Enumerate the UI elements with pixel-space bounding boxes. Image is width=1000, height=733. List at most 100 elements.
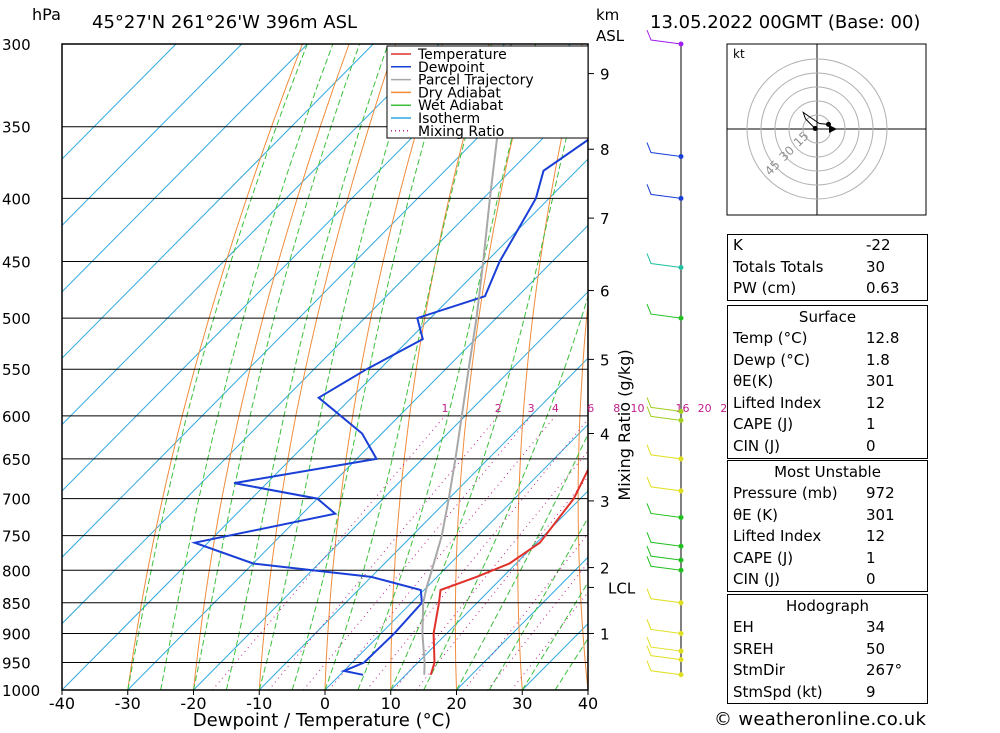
x-tick-label: 30 (512, 694, 532, 713)
wind-barb (646, 545, 682, 561)
wind-barb (646, 636, 682, 652)
row-label: θE (K) (733, 505, 778, 524)
table-row: Lifted Index 12 (728, 393, 927, 415)
hodograph-ring (774, 86, 860, 172)
wind-barb (646, 619, 682, 634)
legend-item: Isotherm (418, 111, 480, 127)
location-title: 45°27'N 261°26'W 396m ASL (92, 12, 357, 33)
pressure-tick-label: 350 (2, 119, 31, 137)
wind-barb (646, 532, 682, 547)
x-tick-label: 40 (578, 694, 598, 713)
mixing-ratio-axis-label: Mixing Ratio (g/kg) (615, 349, 634, 500)
wind-barb (646, 397, 682, 412)
pressure-tick-label: 650 (2, 451, 31, 469)
row-value: 267° (866, 661, 903, 680)
row-label: θE(K) (733, 372, 774, 391)
row-label: Lifted Index (733, 527, 822, 546)
mixing-ratio-label: 2 (495, 402, 502, 415)
isotherm-line (127, 224, 588, 690)
wind-barb (646, 660, 682, 676)
row-label: Temp (°C) (733, 329, 808, 347)
row-label: Totals Totals (733, 257, 824, 276)
panel-title: Most Unstable (774, 463, 881, 481)
wet-adiabat-line (456, 432, 588, 690)
table-row: CIN (J) 0 (728, 569, 927, 591)
dry-adiabat-line (954, 44, 1000, 690)
temperature-profile (429, 467, 588, 676)
table-row: EH 34 (728, 617, 927, 639)
isotherm-line (62, 44, 243, 227)
storm-motion-marker (829, 125, 837, 133)
wind-barb (646, 406, 682, 421)
isotherm-line (62, 44, 374, 359)
km-tick-label: 4 (600, 426, 610, 444)
wind-barb (646, 184, 682, 199)
isotherm-line (456, 556, 588, 690)
isotherm-line (62, 158, 588, 690)
parcel-trajectory-profile (421, 44, 513, 675)
km-tick-label: 6 (600, 283, 610, 301)
pressure-tick-label: 850 (2, 595, 31, 613)
pressure-unit: hPa (32, 5, 61, 24)
mixing-ratio-line (366, 418, 588, 690)
pressure-tick-label: 700 (2, 491, 31, 509)
km-tick-label: 3 (600, 493, 610, 511)
table-row: θE(K) 301 (728, 371, 927, 393)
mixing-ratio-label: 20 (698, 402, 712, 415)
km-tick-label: 5 (600, 351, 610, 369)
table-row: Dewp (°C) 1.8 (728, 350, 927, 372)
x-tick-label: 20 (446, 694, 466, 713)
pressure-tick-label: 450 (2, 254, 31, 272)
mixing-ratio-label: 3 (528, 402, 535, 415)
pressure-tick-label: 750 (2, 528, 31, 546)
table-row: K -22 (728, 235, 927, 257)
row-value: 30 (866, 257, 886, 276)
km-unit: km (596, 6, 619, 24)
row-value: 0 (866, 570, 876, 589)
axes: 3003504004505005506006507007508008509009… (2, 36, 734, 713)
row-value: 1.8 (866, 350, 890, 369)
row-value: -22 (866, 236, 891, 254)
row-label: StmSpd (kt) (733, 682, 823, 701)
row-label: Lifted Index (733, 393, 822, 412)
wind-barb (646, 444, 682, 460)
row-value: 50 (866, 639, 886, 658)
lcl-label: LCL (608, 579, 636, 597)
x-tick-label: -20 (180, 694, 206, 713)
skewt-grid (62, 44, 1000, 690)
mixing-ratio-label: 10 (630, 402, 644, 415)
hodograph-ring (788, 100, 846, 158)
table-row: Pressure (mb) 972 (728, 483, 927, 505)
row-label: EH (733, 618, 754, 636)
row-value: 12.8 (866, 329, 900, 347)
wind-barb (646, 142, 682, 158)
hodograph-start-dot (812, 126, 818, 132)
indices-panel: K -22 Totals Totals 30 PW (cm) 0.63 (727, 234, 928, 301)
plot-area (62, 44, 588, 690)
row-value: 0.63 (866, 279, 900, 298)
table-row: CIN (J) 0 (728, 436, 927, 458)
most-unstable-panel: Most Unstable Pressure (mb) 972 θE (K) 301 Li… (727, 460, 928, 592)
pressure-tick-label: 550 (2, 361, 31, 379)
mixing-ratio-label: 6 (587, 402, 594, 415)
pressure-tick-label: 300 (2, 36, 31, 54)
wind-profile (646, 29, 684, 678)
km-tick-label: 9 (600, 66, 610, 84)
row-value: 12 (866, 527, 886, 546)
x-tick-label: -30 (115, 694, 141, 713)
row-label: CAPE (J) (733, 548, 794, 567)
row-value: 0 (866, 436, 876, 455)
isotherm-line (62, 44, 506, 492)
x-tick-label: -40 (49, 694, 75, 713)
hodograph-ring (746, 58, 888, 200)
table-row: θE (K) 301 (728, 505, 927, 527)
row-label: CIN (J) (733, 436, 781, 455)
mixing-ratio-line (212, 415, 446, 690)
datetime-title: 13.05.2022 00GMT (Base: 00) (650, 12, 920, 33)
row-label: CAPE (J) (733, 415, 794, 434)
row-label: K (733, 236, 743, 254)
mixing-ratio-label: 8 (613, 402, 620, 415)
row-label: PW (cm) (733, 279, 797, 298)
